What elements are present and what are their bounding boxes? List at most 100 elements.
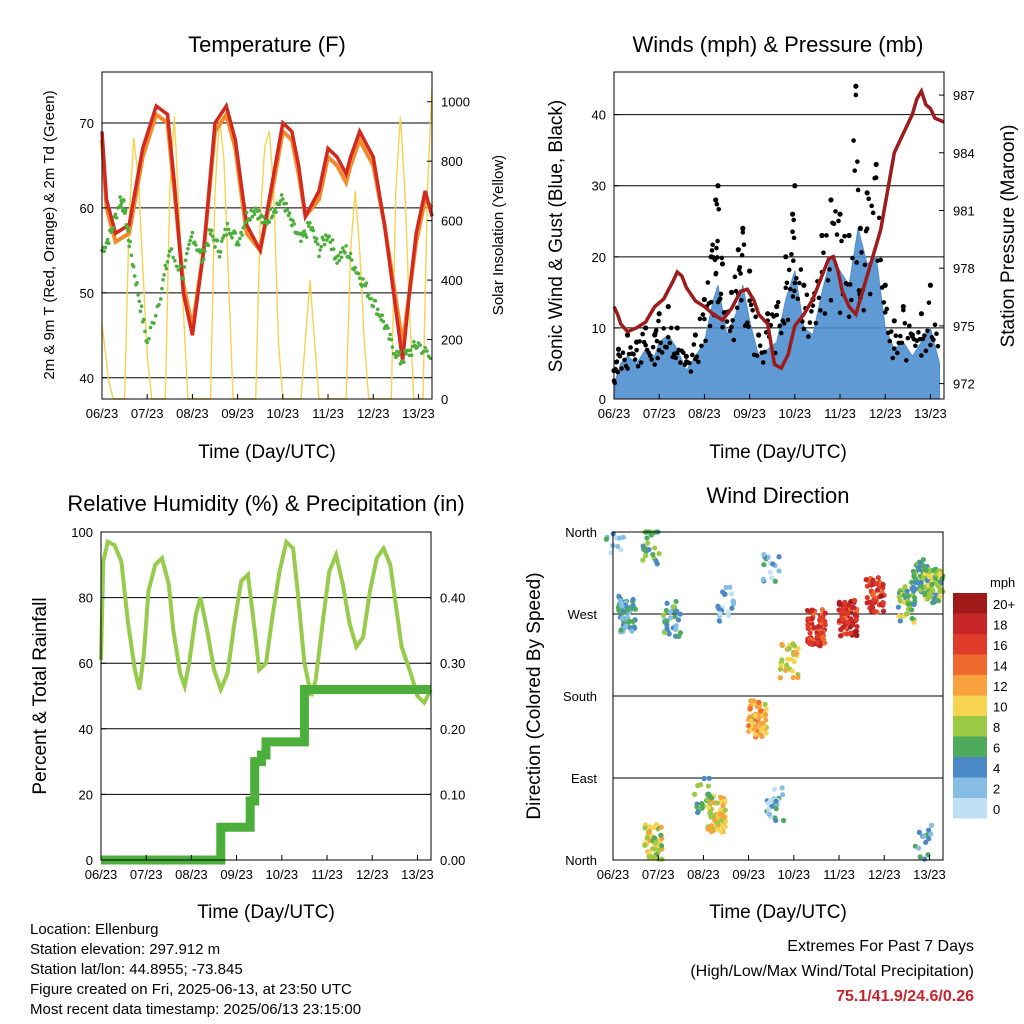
legend-swatch [953,695,987,716]
gust-point [907,323,912,329]
dewpoint-point [277,202,282,207]
location-text: Location: Ellenburg [30,921,159,938]
gust-point [739,252,745,258]
gust-point [795,296,801,302]
gust-point [866,196,871,202]
gust-point [620,350,626,356]
gust-point [855,159,860,164]
direction-tick-label: West [568,607,598,622]
dewpoint-point [251,209,256,214]
gust-point [850,255,855,261]
dewpoint-point [316,242,320,246]
temperature-title: Temperature (F) [188,32,346,57]
wind-direction-point [911,573,917,579]
x-tick-label: 06/23 [598,406,631,421]
wind-direction-point [706,791,712,797]
wind-direction-point [916,829,922,835]
gust-peak-point [846,232,852,239]
wind-direction-point [642,825,648,831]
wind-direction-point [902,584,908,590]
dewpoint-point [157,302,161,307]
legend-label: 10 [993,700,1007,715]
gust-peak-point [719,261,726,267]
wind-direction-point [616,593,622,599]
dewpoint-point [279,193,284,197]
gust-point [747,298,752,303]
dewpoint-point [274,210,278,214]
y-tick-label: 60 [79,656,93,671]
dewpoint-point [268,207,273,211]
dewpoint-point [307,224,311,229]
gust-point [846,314,852,320]
wind-direction-point [818,630,825,636]
gust-point [781,321,787,326]
dewpoint-point [390,345,395,349]
gust-point [659,350,665,355]
wind-direction-point [922,591,928,598]
wind-direction-point [790,674,796,681]
wind-direction-point [917,587,923,593]
legend-label: 12 [993,679,1007,694]
x-tick-label: 07/23 [131,406,164,421]
dewpoint-point [105,237,110,242]
extremes-subtitle: (High/Low/Max Wind/Total Precipitation) [690,963,974,980]
wind-direction-xlabel: Time (Day/UTC) [709,902,847,923]
wind-direction-point [727,584,733,590]
x-tick-label: 08/23 [687,867,720,882]
wind-direction-point [714,826,721,832]
dewpoint-point [187,242,191,247]
gust-point [925,328,930,334]
gust-point [901,307,906,313]
gust-point [730,318,735,323]
gust-point [748,302,754,308]
dewpoint-point [261,215,266,219]
dewpoint-point [357,276,362,280]
dewpoint-point [311,228,316,233]
legend-swatch [953,634,987,655]
wind-direction-point [931,567,937,573]
gust-peak-point [882,282,888,288]
gust-point [619,366,624,371]
dewpoint-point [236,242,241,247]
dewpoint-point [328,240,333,245]
dewpoint-point [182,265,187,269]
wind-direction-point [714,800,721,806]
legend-swatch [953,654,987,675]
wind-direction-point [717,794,724,800]
extremes-values: 75.1/41.9/24.6/0.26 [836,988,974,1005]
dewpoint-point [281,197,285,201]
x-tick-label: 07/23 [130,867,163,882]
gust-peak-point [701,296,708,303]
dewpoint-point [331,247,336,251]
speed-legend-title: mph [990,575,1015,590]
gust-point [813,320,819,326]
gust-point [778,330,784,336]
direction-tick-label: North [565,853,597,868]
gust-point [790,294,796,299]
gust-point [894,350,900,356]
gust-point [746,324,751,330]
dewpoint-point [153,313,158,318]
dewpoint-point [126,229,130,233]
y-tick-label: 40 [80,371,94,386]
wind-direction-point [851,597,858,604]
dewpoint-point [178,264,182,268]
gust-point [638,360,644,365]
wind-direction-point [864,600,870,606]
x-tick-label: 09/23 [733,406,766,421]
wind-direction-point [777,666,784,672]
elevation-text: Station elevation: 297.912 m [30,941,221,958]
wind-direction-point [671,604,677,610]
dewpoint-point [206,243,211,248]
gust-point [821,250,826,256]
wind-direction-point [677,611,683,617]
dewpoint-point [201,257,206,261]
gust-point [653,328,659,333]
legend-label: 18 [993,618,1007,633]
gust-point [847,282,853,287]
dewpoint-point [388,332,392,337]
wind-direction-point [632,606,639,612]
dewpoint-point [349,258,354,262]
wind-direction-point [779,785,785,791]
